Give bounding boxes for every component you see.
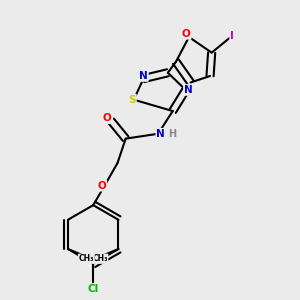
Text: O: O xyxy=(98,181,106,191)
Text: Cl: Cl xyxy=(88,284,99,294)
Text: N: N xyxy=(139,71,148,81)
Text: H: H xyxy=(168,129,176,139)
Text: I: I xyxy=(230,32,234,41)
Text: CH₃: CH₃ xyxy=(79,254,94,263)
Text: O: O xyxy=(182,29,191,39)
Text: O: O xyxy=(103,113,112,123)
Text: N: N xyxy=(156,129,165,139)
Text: N: N xyxy=(184,85,193,95)
Text: CH₃: CH₃ xyxy=(92,254,108,263)
Text: S: S xyxy=(128,95,136,105)
